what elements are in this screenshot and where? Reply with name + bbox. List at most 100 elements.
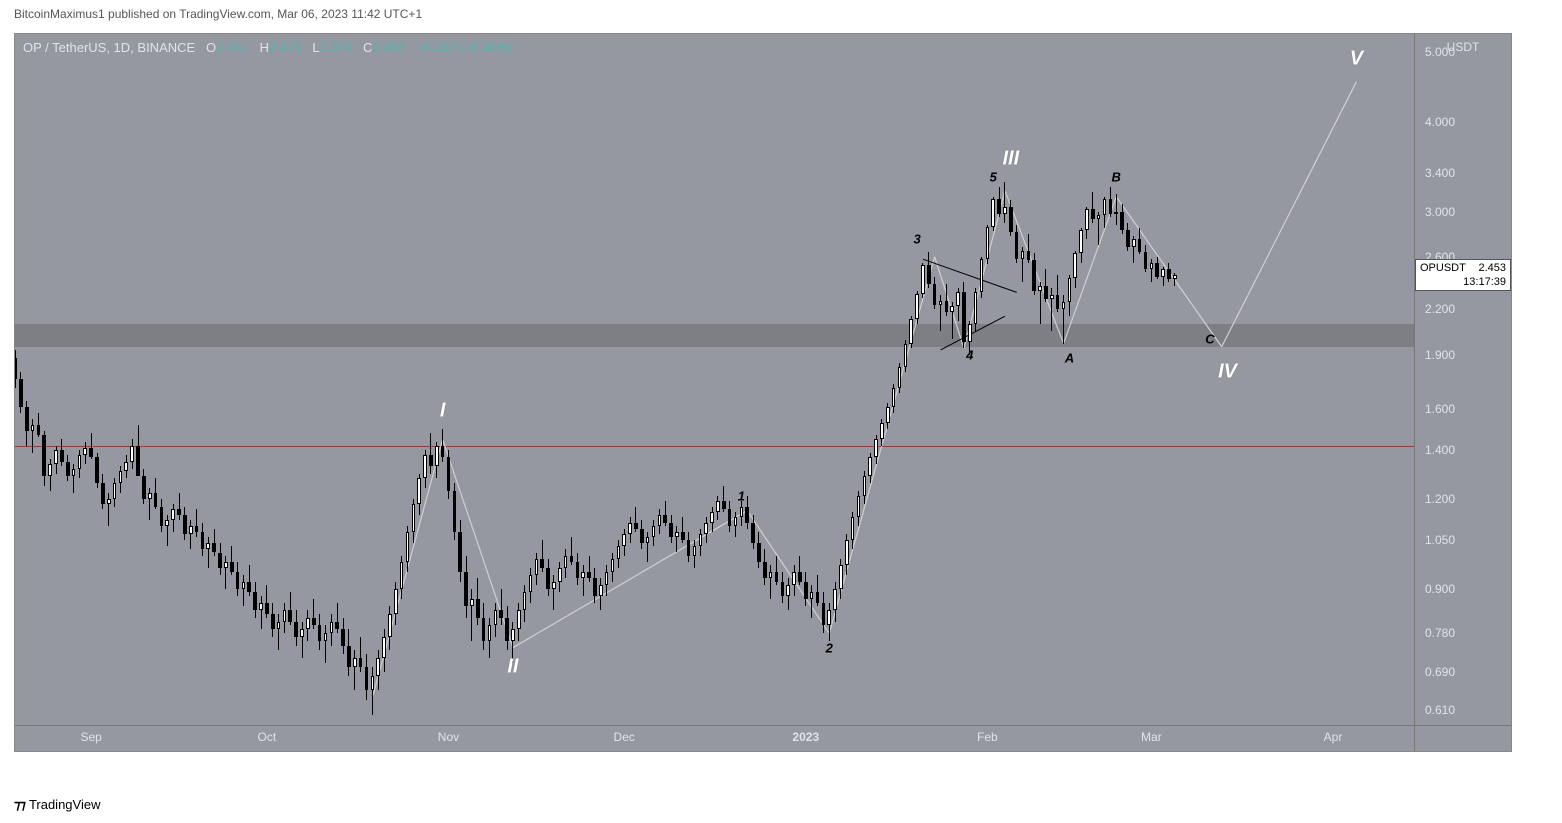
candle-body [136,446,140,476]
candle-body [857,496,861,517]
publish-header: BitcoinMaximus1 published on TradingView… [0,0,1562,28]
candle-body [19,379,23,407]
price-tick: 2.200 [1415,302,1511,316]
candle-body [915,294,919,319]
time-tick: Dec [614,730,635,744]
time-tick: Mar [1141,730,1162,744]
wave-label-primary: I [440,399,446,422]
candle-body [1009,207,1013,233]
candle-body [15,358,17,379]
candle-body [330,622,334,634]
candle-body [382,637,386,658]
price-tick: 3.000 [1415,205,1511,219]
wave-overlay [15,34,1415,726]
chart-plot[interactable]: OP / TetherUS, 1D, BINANCE O2.431 H2.471… [15,34,1415,726]
candle-body [581,572,585,579]
candle-body [1150,263,1154,269]
candle-body [909,319,913,343]
candle-body [950,306,954,312]
candle-wick [647,532,648,562]
candle-body [453,491,457,532]
candle-body [177,509,181,514]
candle-body [388,614,392,637]
candle-body [810,592,814,599]
candle-body [417,478,421,503]
l-label: L [312,40,319,55]
candle-body [142,476,146,499]
symbol-name: OP / TetherUS, 1D, BINANCE [23,40,195,55]
candle-body [42,435,46,476]
candle-body [160,507,164,526]
candle-body [201,532,205,550]
candle-body [505,618,509,642]
time-tick: Apr [1324,730,1343,744]
candle-body [898,367,902,388]
candle-body [1126,230,1130,247]
price-tick: 1.050 [1415,533,1511,547]
candle-body [324,633,328,641]
candle-body [986,227,990,259]
candle-body [886,407,890,423]
candle-body [570,556,574,562]
candle-body [933,284,937,304]
candle-body [470,599,474,606]
candle-body [494,610,498,625]
candle-body [259,603,263,610]
candle-body [183,515,187,535]
candle-body [693,546,697,555]
wave-label-sub: 1 [738,488,745,503]
candle-body [353,658,357,667]
candle-body [1050,295,1054,299]
candle-body [119,471,123,483]
candle-body [165,520,169,526]
candle-body [663,515,667,523]
candle-body [1103,199,1107,215]
candle-body [734,517,738,525]
candle-body [189,526,193,535]
price-tick: 3.400 [1415,166,1511,180]
horizontal-line-red [15,446,1415,447]
candle-body [716,501,720,512]
candle-body [435,446,439,466]
candle-body [458,532,462,572]
candle-body [851,517,855,540]
price-tick: 1.200 [1415,492,1511,506]
time-axis[interactable]: SepOctNovDec2023FebMarApr [15,725,1415,751]
candle-body [611,559,615,572]
wave-label-primary: V [1350,47,1363,70]
candle-body [775,572,779,582]
candle-body [312,618,316,626]
candle-body [827,610,831,625]
candle-body [798,572,802,582]
time-tick: Nov [438,730,459,744]
candle-body [892,388,896,407]
candle-body [523,592,527,610]
candle-wick [261,596,262,630]
o-label: O [206,40,216,55]
candle-body [1032,260,1036,291]
candle-body [488,625,492,641]
candle-body [1003,207,1007,214]
logo-icon: ⁊⁊ [14,797,25,812]
candle-body [113,483,117,498]
candle-body [412,504,416,532]
candle-body [1079,230,1083,253]
candle-body [406,532,410,562]
wave-label-sub: 3 [913,232,920,247]
candle-body [1155,263,1159,277]
time-tick: Oct [258,730,277,744]
candle-body [1085,209,1089,230]
candle-body [640,529,644,544]
candle-body [745,507,749,523]
candle-body [786,585,790,595]
candle-body [224,562,228,568]
candle-wick [1004,182,1005,222]
candle-body [769,572,773,579]
candle-body [634,523,638,529]
candle-body [499,610,503,618]
price-axis[interactable]: USDT 5.0004.0003.4003.0002.6002.2001.900… [1414,34,1511,726]
candle-wick [325,625,326,662]
candle-body [441,446,445,457]
candle-body [962,292,966,342]
candle-body [476,599,480,618]
